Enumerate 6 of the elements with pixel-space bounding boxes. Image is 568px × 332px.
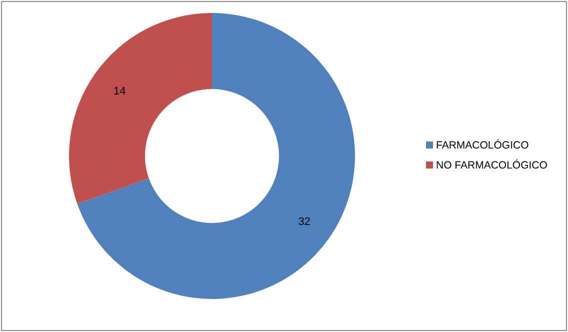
donut-slice (69, 13, 212, 204)
donut-slice (77, 13, 355, 299)
data-label: 14 (114, 86, 126, 98)
legend-label: NO FARMACOLÓGICO (436, 158, 548, 172)
legend-label: FARMACOLÓGICO (436, 138, 529, 152)
data-label: 32 (298, 216, 310, 228)
